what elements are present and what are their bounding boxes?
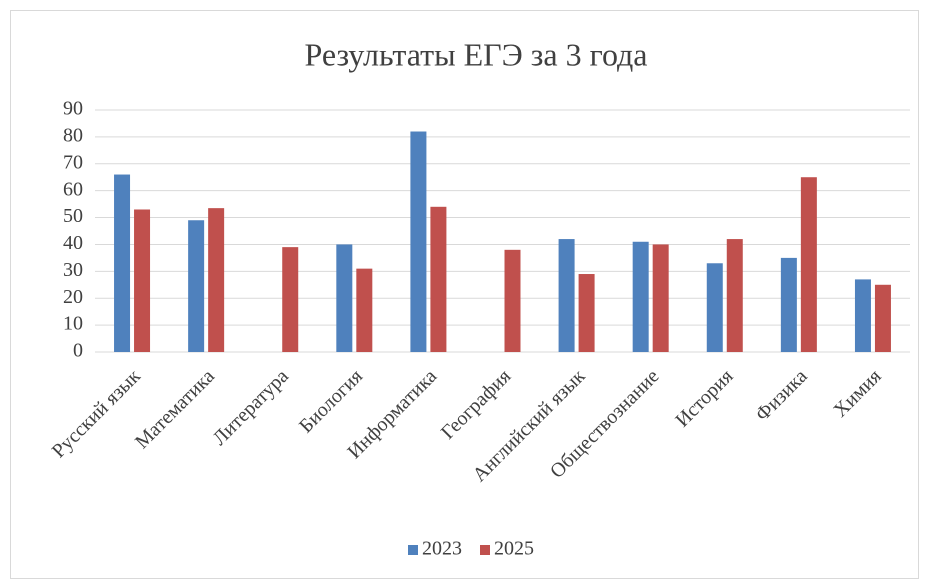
bar <box>336 244 353 352</box>
legend-label: 2025 <box>494 538 534 560</box>
legend-swatch <box>480 545 490 555</box>
legend-swatch <box>408 545 418 555</box>
bar <box>188 220 205 352</box>
y-tick-label: 20 <box>63 286 83 308</box>
y-tick-label: 80 <box>63 124 83 146</box>
bar <box>706 263 723 352</box>
y-tick-label: 0 <box>73 340 83 362</box>
bar <box>780 257 797 352</box>
bar <box>632 241 649 352</box>
bar <box>356 268 373 352</box>
chart-title: Результаты ЕГЭ за 3 года <box>304 36 647 72</box>
y-tick-label: 50 <box>63 205 83 227</box>
bar <box>410 131 427 352</box>
bar <box>854 279 871 352</box>
bar <box>800 177 817 352</box>
bar <box>874 284 891 352</box>
y-tick-label: 30 <box>63 259 83 281</box>
bar <box>578 274 595 352</box>
bar <box>652 244 669 352</box>
chart-frame <box>10 10 919 579</box>
y-tick-label: 60 <box>63 178 83 200</box>
y-tick-label: 10 <box>63 313 83 335</box>
bar <box>504 249 521 352</box>
bar <box>430 206 447 352</box>
y-tick-label: 90 <box>63 98 83 120</box>
bar <box>114 174 131 352</box>
bar <box>282 247 299 352</box>
y-tick-label: 40 <box>63 232 83 254</box>
bar <box>134 209 151 352</box>
bar <box>208 208 225 352</box>
y-tick-label: 70 <box>63 151 83 173</box>
bar <box>558 239 575 352</box>
legend-label: 2023 <box>422 538 462 560</box>
bar <box>726 239 743 352</box>
